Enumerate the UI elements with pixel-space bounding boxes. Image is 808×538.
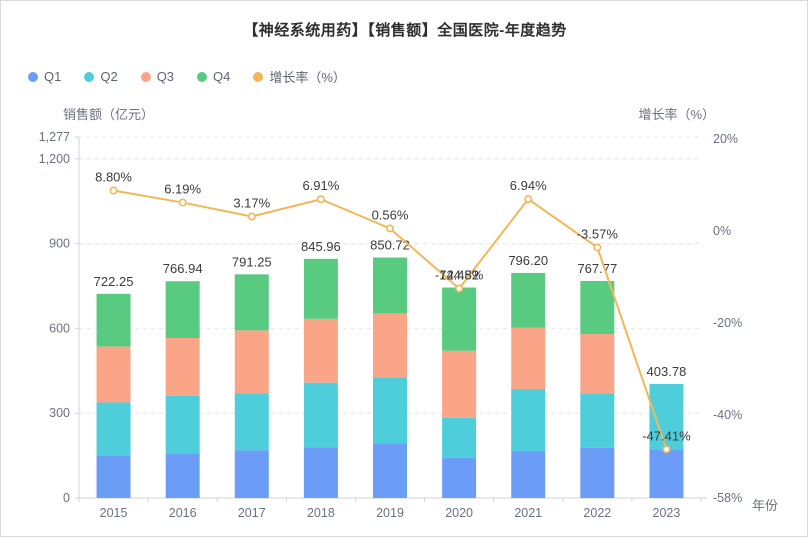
growth-rate-label: 3.17%	[233, 195, 270, 210]
bar-q1-2017[interactable]	[234, 450, 269, 498]
bar-q1-2019[interactable]	[373, 443, 407, 498]
bar-q3-2020[interactable]	[442, 350, 477, 418]
left-axis-tick-label: 0	[63, 491, 70, 505]
bar-q1-2016[interactable]	[165, 453, 200, 498]
bar-q3-2022[interactable]	[580, 334, 615, 394]
legend-item-q3[interactable]: Q3	[140, 69, 175, 84]
bar-q3-2015[interactable]	[96, 346, 131, 403]
bar-q2-2022[interactable]	[580, 393, 615, 448]
legend-dot-icon	[28, 71, 38, 82]
x-axis-category-label: 2023	[653, 506, 681, 520]
legend-item-label: 增长率（%）	[269, 70, 346, 85]
legend-item-q4[interactable]: Q4	[197, 69, 230, 84]
line-point-2019[interactable]	[385, 224, 394, 233]
bar-q2-2018[interactable]	[303, 382, 338, 448]
x-axis-category-label: 2020	[445, 506, 473, 520]
line-point-2018[interactable]	[316, 195, 325, 204]
bar-total-label: 722.25	[94, 274, 134, 289]
bar-q4-2016[interactable]	[165, 281, 200, 338]
bar-total-label: 850.72	[370, 238, 410, 253]
bar-q4-2021[interactable]	[511, 272, 546, 328]
bar-q1-2022[interactable]	[580, 447, 615, 498]
x-axis-category-label: 2015	[100, 506, 128, 520]
growth-rate-label: 0.56%	[372, 207, 409, 222]
legend-dot-icon	[197, 71, 208, 82]
bar-q1-2015[interactable]	[96, 455, 131, 498]
bar-q4-2019[interactable]	[373, 257, 407, 314]
legend-dot-icon	[253, 71, 264, 82]
bar-q3-2017[interactable]	[234, 330, 269, 394]
bar-total-label: 845.96	[301, 239, 341, 254]
legend: Q1 Q2 Q3 Q4 增长率（%）	[28, 67, 346, 86]
bar-total-label: 791.25	[232, 254, 272, 269]
growth-rate-label: -47.41%	[642, 428, 691, 443]
bar-q1-2021[interactable]	[511, 451, 546, 498]
right-axis-tick-label: -58%	[713, 491, 742, 505]
line-point-2022[interactable]	[593, 243, 602, 252]
legend-dot-icon	[84, 71, 95, 82]
bar-q2-2019[interactable]	[373, 377, 407, 444]
legend-item-q2[interactable]: Q2	[84, 69, 118, 84]
left-axis-tick-label: 600	[49, 321, 70, 335]
legend-item-label: Q3	[156, 69, 175, 84]
x-axis-category-label: 2019	[376, 506, 404, 520]
line-point-2016[interactable]	[178, 198, 187, 207]
right-axis-tick-label: 0%	[713, 224, 731, 238]
x-axis-category-label: 2017	[238, 506, 266, 520]
bar-q3-2021[interactable]	[511, 327, 546, 389]
bar-q4-2015[interactable]	[96, 293, 131, 347]
x-axis-category-label: 2022	[583, 506, 611, 520]
bar-total-label: 403.78	[647, 364, 687, 379]
bar-q2-2021[interactable]	[511, 388, 546, 452]
line-point-2017[interactable]	[247, 212, 256, 221]
legend-item-label: Q4	[213, 69, 231, 84]
bar-q2-2016[interactable]	[165, 395, 200, 454]
line-point-2015[interactable]	[109, 186, 118, 195]
bar-total-label: 766.94	[163, 261, 203, 276]
bar-q2-2017[interactable]	[234, 393, 269, 451]
bar-q1-2023[interactable]	[649, 449, 684, 498]
legend-item-growth-rate[interactable]: 增长率（%）	[253, 67, 346, 86]
line-point-2020[interactable]	[455, 284, 464, 293]
legend-dot-icon	[140, 71, 151, 82]
bar-q4-2018[interactable]	[303, 258, 338, 319]
x-axis-title: 年份	[752, 498, 779, 513]
line-point-2021[interactable]	[524, 195, 533, 204]
right-axis-title: 增长率（%）	[638, 107, 715, 122]
bar-total-label: 796.20	[508, 253, 548, 268]
x-axis-category-label: 2018	[307, 506, 335, 520]
x-axis-category-label: 2021	[514, 506, 542, 520]
line-point-2023[interactable]	[662, 445, 671, 454]
right-axis-tick-label: -40%	[713, 408, 742, 422]
growth-rate-label: -12.48%	[435, 267, 484, 282]
bar-q4-2020[interactable]	[442, 287, 477, 351]
left-axis-tick-label: 1,200	[39, 152, 70, 166]
bar-q4-2022[interactable]	[580, 280, 615, 335]
legend-item-label: Q1	[44, 69, 62, 84]
legend-item-q1[interactable]: Q1	[28, 69, 61, 84]
left-axis-tick-label: 1,277	[39, 130, 70, 144]
bar-q3-2018[interactable]	[303, 318, 338, 383]
bar-q1-2018[interactable]	[303, 447, 338, 498]
bar-q2-2015[interactable]	[96, 402, 131, 456]
bar-total-label: 767.77	[577, 261, 617, 276]
left-axis-title: 销售额（亿元）	[63, 107, 155, 122]
growth-rate-label: 6.19%	[164, 182, 201, 197]
bar-q3-2019[interactable]	[373, 313, 407, 378]
bar-q3-2016[interactable]	[165, 337, 200, 396]
right-axis-tick-label: 20%	[713, 132, 738, 146]
left-axis-tick-label: 900	[49, 237, 70, 251]
bar-q2-2020[interactable]	[442, 417, 477, 458]
growth-rate-label: -3.57%	[577, 226, 619, 241]
growth-rate-label: 6.94%	[510, 178, 547, 193]
chart-title: 【神经系统用药】【销售额】全国医院-年度趋势	[243, 22, 567, 39]
x-axis-category-label: 2016	[169, 506, 197, 520]
growth-rate-label: 6.91%	[302, 178, 339, 193]
bar-q4-2017[interactable]	[234, 274, 269, 331]
bar-q1-2020[interactable]	[442, 457, 477, 498]
growth-rate-label: 8.80%	[95, 170, 132, 185]
right-axis-tick-label: -20%	[713, 316, 742, 330]
legend-item-label: Q2	[100, 69, 118, 84]
left-axis-tick-label: 300	[49, 406, 70, 420]
